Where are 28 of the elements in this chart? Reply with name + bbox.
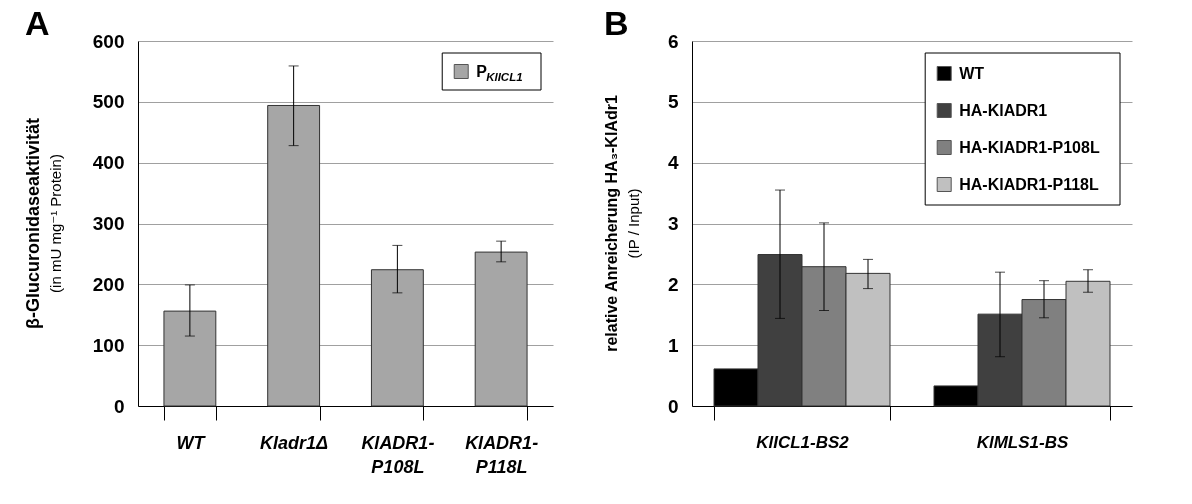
y-tick-label: 6 [667, 30, 679, 52]
y-tick-label: 100 [92, 334, 125, 356]
y-tick-label: 0 [667, 395, 679, 417]
x-tick-label: KlADR1-P108L [361, 432, 435, 477]
x-tick-label: Kladr1Δ [260, 432, 329, 453]
y-axis-title: relative Anreicherung HA₃-KlAdr1 (IP / Input) [603, 95, 642, 352]
legend-label: HA-KlADR1-P118L [959, 175, 1100, 193]
y-tick-label: 5 [667, 91, 679, 113]
y-tick-label: 600 [92, 30, 125, 52]
chart-title: B [604, 4, 629, 42]
chart-title: A [25, 4, 50, 42]
y-tick-label: 500 [92, 91, 125, 113]
y-tick-label: 300 [92, 213, 125, 234]
x-tick-label: WT [176, 432, 207, 453]
x-tick-label: KlMLS1-BS [976, 432, 1069, 452]
legend-label: HA-KlADR1-P108L [959, 138, 1100, 156]
x-tick-label: KlADR1-P118L [465, 432, 539, 477]
legend-label: HA-KlADR1 [959, 101, 1048, 119]
y-axis-title: β-Glucuronidaseaktivität (in mU mg⁻¹ Protein) [23, 117, 64, 330]
y-tick-label: 1 [667, 334, 679, 356]
y-tick-label: 3 [667, 213, 679, 234]
x-tick-label: KlICL1-BS2 [756, 432, 850, 452]
legend-label: WT [959, 64, 985, 82]
y-tick-label: 400 [92, 152, 125, 174]
y-tick-label: 2 [667, 273, 679, 295]
y-tick-label: 200 [92, 273, 125, 295]
y-tick-label: 0 [113, 395, 125, 417]
y-tick-label: 4 [667, 152, 679, 174]
